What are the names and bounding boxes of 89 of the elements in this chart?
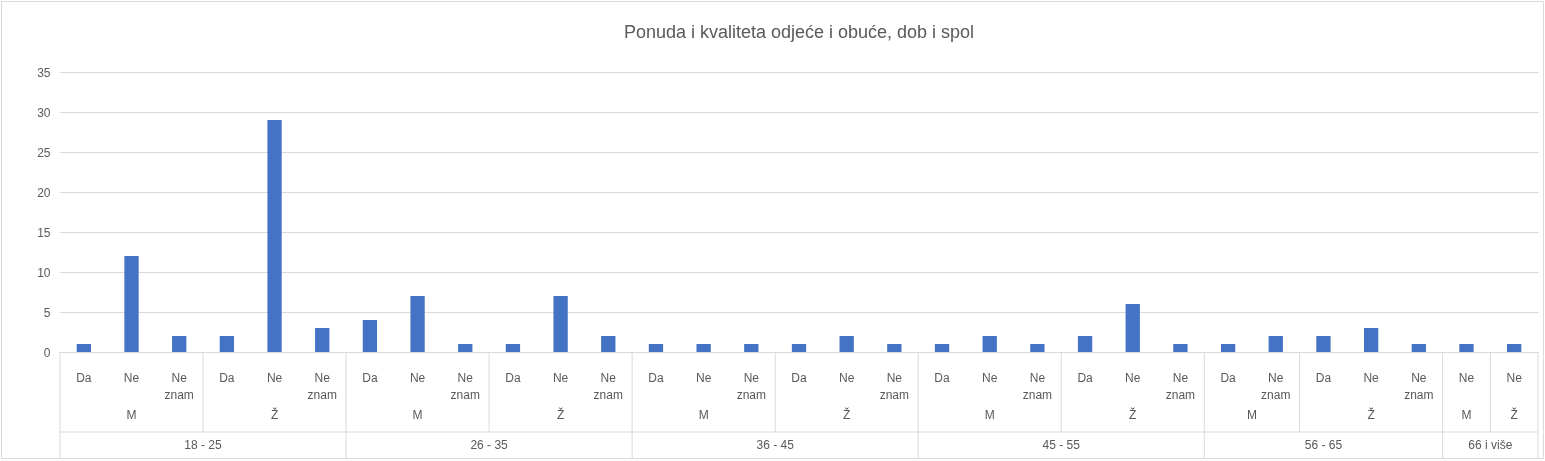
text: 66 i više xyxy=(1468,438,1513,452)
x-tick-label: Da xyxy=(934,371,951,385)
bar xyxy=(267,120,282,352)
x-tick-label: Da xyxy=(362,371,378,385)
y-tick-label: 5 xyxy=(43,305,51,320)
bar xyxy=(934,344,950,352)
x-tick-label: Ne znam xyxy=(164,371,194,402)
x-tick-label: Ne xyxy=(1458,371,1475,385)
x-tick-label: Ne znam xyxy=(1404,371,1434,402)
text: M xyxy=(412,408,423,422)
bar xyxy=(1411,344,1426,352)
bar xyxy=(601,336,616,352)
text: M xyxy=(984,408,995,422)
text: M xyxy=(126,408,137,422)
bar xyxy=(648,344,664,352)
bar xyxy=(362,320,378,352)
y-tick-label: 35 xyxy=(37,65,51,80)
x-tick-label: Ne xyxy=(266,371,283,385)
x-tick-label: Ne xyxy=(409,371,426,385)
text: Ž xyxy=(270,407,279,422)
y-tick-label: 20 xyxy=(37,185,51,200)
x-tick-label: Ne xyxy=(123,371,140,385)
x-tick-label: Da xyxy=(1315,371,1332,385)
x-tick-label: Ne znam xyxy=(593,371,623,402)
x-tick-label: Ne znam xyxy=(450,371,480,402)
bar xyxy=(124,256,139,352)
x-tick-label: Da xyxy=(1077,371,1094,385)
x-tick-label: Ne xyxy=(982,371,998,385)
text: M xyxy=(1246,408,1257,422)
bar xyxy=(1316,336,1331,352)
bar xyxy=(172,336,187,352)
y-tick-label: 0 xyxy=(43,345,51,360)
bar xyxy=(1077,336,1093,352)
x-tick-label: Da xyxy=(648,371,664,385)
y-tick-label: 15 xyxy=(37,225,51,240)
x-tick-label: Ne znam xyxy=(736,371,766,402)
text: Ž xyxy=(843,407,851,422)
x-tick-label: Ne xyxy=(552,371,569,385)
bar xyxy=(696,344,711,352)
x-tick-label: Da xyxy=(219,371,235,385)
text: Ž xyxy=(1510,407,1518,422)
chart-title: Ponuda i kvaliteta odjeće i obuće, dob i spol xyxy=(623,22,975,42)
bar xyxy=(315,328,330,352)
text: 45 - 55 xyxy=(1042,438,1081,452)
x-tick-label: Ne xyxy=(695,371,712,385)
bar xyxy=(1363,328,1379,352)
bar xyxy=(744,344,759,352)
bar xyxy=(982,336,997,352)
x-tick-label: Ne xyxy=(1125,371,1141,385)
bar xyxy=(1459,344,1474,352)
text: Ž xyxy=(556,407,565,422)
bar xyxy=(839,336,854,352)
bar xyxy=(76,344,91,352)
bar xyxy=(219,336,235,352)
x-tick-label: Da xyxy=(791,371,807,385)
bar xyxy=(505,344,521,352)
x-tick-label: Ne znam xyxy=(879,371,910,402)
bar xyxy=(1507,344,1522,352)
bar xyxy=(1220,344,1236,352)
x-tick-label: Da xyxy=(1220,371,1237,385)
bar xyxy=(1125,304,1140,352)
bar xyxy=(1030,344,1045,352)
bar xyxy=(458,344,473,352)
x-tick-label: Da xyxy=(76,371,92,385)
x-tick-label: Da xyxy=(505,371,521,385)
y-tick-label: 10 xyxy=(37,265,51,280)
bar xyxy=(410,296,425,352)
bar xyxy=(887,344,902,352)
bar xyxy=(791,344,807,352)
x-tick-label: Ne xyxy=(1363,371,1380,385)
bar xyxy=(553,296,568,352)
x-tick-label: Ne znam xyxy=(307,371,337,402)
text: Ž xyxy=(1129,407,1137,422)
x-tick-label: Ne znam xyxy=(1022,371,1053,402)
text: 18 - 25 xyxy=(184,438,223,452)
x-tick-label: Ne znam xyxy=(1165,371,1196,402)
text: M xyxy=(1461,408,1472,422)
text: M xyxy=(698,408,709,422)
bar xyxy=(1268,336,1283,352)
x-tick-label: Ne xyxy=(1506,371,1523,385)
text: 36 - 45 xyxy=(756,438,795,452)
text: 26 - 35 xyxy=(470,438,509,452)
text: 56 - 65 xyxy=(1304,438,1343,452)
y-tick-label: 25 xyxy=(37,145,51,160)
x-tick-label: Ne xyxy=(839,371,855,385)
x-tick-label: Ne znam xyxy=(1261,371,1291,402)
y-tick-label: 30 xyxy=(37,105,51,120)
text: Ž xyxy=(1367,407,1375,422)
bar xyxy=(1173,344,1188,352)
